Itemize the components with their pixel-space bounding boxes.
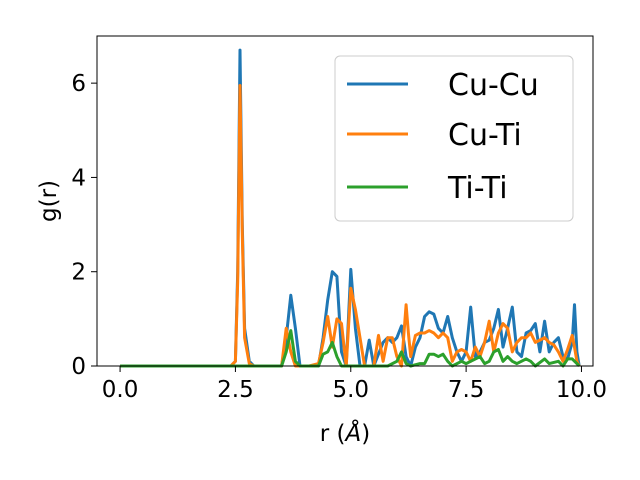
legend-box [334,55,574,222]
x-tick-label: 5.0 [332,377,369,403]
plot-frame [96,35,594,367]
legend-label-cu-cu: Cu-Cu [448,68,539,103]
x-tick-label: 10.0 [556,377,607,403]
y-tick-label: 2 [71,260,86,286]
y-tick-label: 0 [71,354,86,380]
y-axis-label: g(r) [36,180,62,222]
y-axis-ticks: 0 2 4 6 [71,71,97,380]
x-tick-label: 0.0 [102,377,139,403]
x-tick-label: 2.5 [217,377,254,403]
legend: Cu-Cu Cu-Ti Ti-Ti [334,55,574,222]
legend-label-ti-ti: Ti-Ti [447,171,508,206]
x-tick-label: 7.5 [448,377,485,403]
x-axis-label: r (Å) [320,419,370,447]
y-tick-label: 4 [71,165,86,191]
series-line-ti-ti [120,329,581,368]
x-axis-ticks: 0.0 2.5 5.0 7.5 10.0 [102,366,607,403]
legend-label-cu-ti: Cu-Ti [448,118,522,153]
y-tick-label: 6 [71,71,86,97]
